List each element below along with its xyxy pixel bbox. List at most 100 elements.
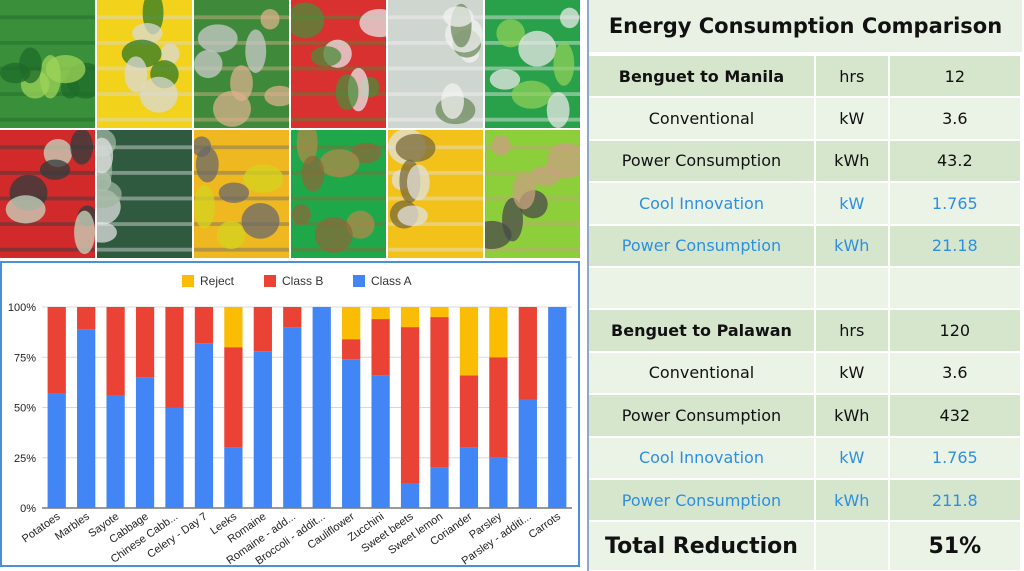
bar-class-a xyxy=(400,483,420,508)
legend-swatch xyxy=(264,275,276,287)
bar-class-a xyxy=(342,359,361,508)
table-row-total-reduction: Total Reduction 51% xyxy=(589,522,1023,571)
x-tick-label: Marbles xyxy=(53,510,92,543)
row-value: 3.6 xyxy=(889,352,1023,394)
bar-class-b xyxy=(77,307,96,330)
row-value: 43.2 xyxy=(889,140,1023,182)
sayote-in-hand-photo xyxy=(485,130,580,258)
parsley-yellow-crate-photo xyxy=(97,0,192,128)
coriander-green-crate-photo xyxy=(485,0,580,128)
bar-class-a xyxy=(77,329,96,508)
bar-class-a xyxy=(518,399,537,508)
bar-class-a xyxy=(194,343,214,508)
row-unit: kWh xyxy=(815,395,890,436)
bar-class-b xyxy=(400,327,420,484)
legend-label: Reject xyxy=(200,274,235,288)
bagged-sayote-yellow-crate-photo xyxy=(388,130,483,258)
bar-class-a xyxy=(548,307,567,508)
bar-class-b xyxy=(47,307,66,394)
bar-class-a xyxy=(283,327,302,508)
bar-class-a xyxy=(165,407,184,508)
bar-class-a xyxy=(312,307,331,508)
row-value: 12 xyxy=(889,56,1023,97)
total-unit xyxy=(815,522,890,571)
bar-class-b xyxy=(253,307,272,352)
legend-label: Class B xyxy=(282,274,323,288)
row-unit: kWh xyxy=(815,479,890,521)
table-row-cool-power-consumption: Power Consumption kWh 21.18 xyxy=(589,225,1023,268)
bagged-greens-red-crate-photo xyxy=(291,0,386,128)
table-row-power-consumption: Power Consumption kWh 43.2 xyxy=(589,140,1023,184)
bar-class-a xyxy=(459,447,479,508)
row-value xyxy=(889,267,1023,309)
row-unit: kW xyxy=(815,352,890,394)
row-label: Conventional xyxy=(589,352,816,394)
row-unit: kWh xyxy=(815,140,890,182)
row-unit: kWh xyxy=(815,225,890,266)
bar-class-b xyxy=(224,347,243,448)
sweet-lemon-crate-photo xyxy=(194,130,289,258)
bar-class-b xyxy=(518,307,537,400)
bar-reject xyxy=(489,307,508,358)
row-label: Conventional xyxy=(589,98,816,139)
bar-reject xyxy=(430,307,449,318)
row-label: Cool Innovation xyxy=(589,437,816,478)
bar-reject xyxy=(224,307,243,348)
table-row-conventional: Conventional kW 3.6 xyxy=(589,352,1023,396)
row-unit: kW xyxy=(815,183,890,224)
row-label: Cool Innovation xyxy=(589,183,816,224)
row-unit: kW xyxy=(815,437,890,478)
table-row-cool-innovation: Cool Innovation kW 1.765 xyxy=(589,437,1023,480)
bar-class-b xyxy=(194,307,214,344)
bagged-produce-photo xyxy=(388,0,483,128)
row-unit xyxy=(815,267,890,309)
row-value: 432 xyxy=(889,395,1023,436)
bar-class-b xyxy=(459,375,479,448)
produce-photo-collage xyxy=(0,0,580,258)
energy-consumption-table: Energy Consumption Comparison Benguet to… xyxy=(587,0,1023,571)
lettuce-crates-photo xyxy=(0,0,95,128)
legend-swatch xyxy=(353,275,365,287)
bar-reject xyxy=(400,307,420,328)
bar-class-b xyxy=(342,339,361,360)
y-tick-label: 75% xyxy=(14,352,36,364)
bar-class-b xyxy=(430,317,449,468)
row-unit: hrs xyxy=(815,310,890,351)
row-value: 120 xyxy=(889,310,1023,351)
cabbage-red-crates-photo xyxy=(0,130,95,258)
y-tick-label: 100% xyxy=(8,302,36,314)
bar-class-a xyxy=(224,447,243,508)
bar-class-a xyxy=(371,375,390,508)
row-label: Power Consumption xyxy=(589,479,816,521)
row-label: Power Consumption xyxy=(589,140,816,182)
row-label: Power Consumption xyxy=(589,395,816,436)
chinese-cabbage-photo xyxy=(97,130,192,258)
bar-class-b xyxy=(489,357,508,458)
bar-class-a xyxy=(489,457,508,508)
bar-class-a xyxy=(106,395,125,508)
potatoes-green-crate-photo xyxy=(291,130,386,258)
bar-class-b xyxy=(371,319,390,376)
table-row-route-palawan: Benguet to Palawan hrs 120 xyxy=(589,310,1023,353)
bar-class-b xyxy=(165,307,184,408)
chart-canvas: 0%25%50%75%100%PotatoesMarblesSayoteCabb… xyxy=(8,274,572,565)
bar-reject xyxy=(342,307,361,340)
bar-class-a xyxy=(253,351,272,508)
y-tick-label: 0% xyxy=(20,503,36,515)
greens-in-hand-photo xyxy=(194,0,289,128)
row-value: 3.6 xyxy=(889,98,1023,139)
row-value: 21.18 xyxy=(889,225,1023,266)
bar-class-b xyxy=(135,307,155,378)
table-row-cool-power-consumption: Power Consumption kWh 211.8 xyxy=(589,479,1023,523)
row-unit: hrs xyxy=(815,56,890,97)
bar-class-a xyxy=(430,467,449,508)
table-row-power-consumption: Power Consumption kWh 432 xyxy=(589,395,1023,438)
table-title: Energy Consumption Comparison xyxy=(589,0,1022,56)
bar-reject xyxy=(459,307,479,376)
total-label: Total Reduction xyxy=(589,522,816,571)
table-row-conventional: Conventional kW 3.6 xyxy=(589,98,1023,141)
row-label xyxy=(589,267,816,309)
legend-label: Class A xyxy=(371,274,412,288)
row-value: 1.765 xyxy=(889,183,1023,224)
y-tick-label: 50% xyxy=(14,403,36,415)
